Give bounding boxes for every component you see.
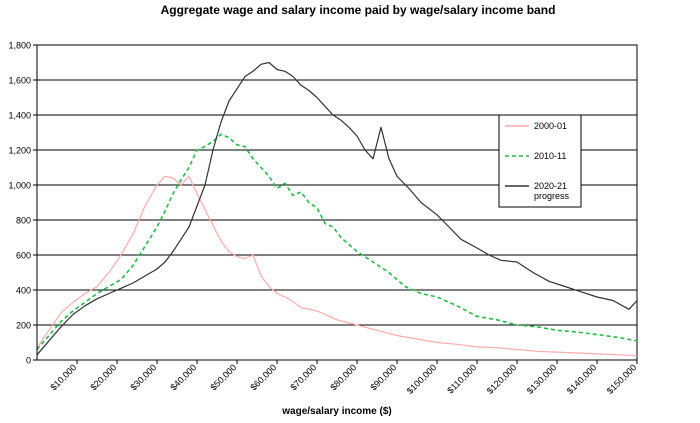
x-axis-label: wage/salary income ($): [281, 406, 392, 417]
y-axis-ticks: 0 200 400 600 800 1,000 1,200 1,400 1,600 1,800: [8, 41, 37, 366]
legend-label-1: 2010-11: [534, 151, 566, 161]
x-tick-label: $20,000: [88, 362, 118, 392]
y-tick-label: 800: [16, 216, 31, 226]
legend-label-2: 2020-21 progress: [534, 181, 570, 201]
x-tick-label: $40,000: [168, 362, 198, 392]
x-tick-label: $50,000: [208, 362, 238, 392]
y-tick-label: 1,000: [8, 181, 31, 191]
y-tick-label: 1,400: [8, 111, 31, 121]
x-tick-label: $110,000: [445, 362, 478, 395]
x-axis-ticks: $10,000 $20,000 $30,000 $40,000 $50,000 $60,0…: [48, 360, 638, 396]
y-tick-label: 600: [16, 251, 31, 261]
x-tick-label: $100,000: [405, 362, 439, 396]
y-tick-label: 1,800: [8, 41, 31, 51]
x-tick-label: $140,000: [565, 362, 599, 396]
y-tick-label: 0: [26, 356, 31, 366]
x-tick-label: $10,000: [48, 362, 78, 392]
y-tick-label: 400: [16, 286, 31, 296]
chart-title: Aggregate wage and salary income paid by…: [161, 3, 556, 17]
y-tick-label: 200: [16, 321, 31, 331]
x-tick-label: $130,000: [525, 362, 559, 396]
y-tick-label: 1,600: [8, 76, 31, 86]
x-tick-label: $120,000: [485, 362, 519, 396]
x-tick-label: $80,000: [328, 362, 358, 392]
x-tick-label: $60,000: [248, 362, 278, 392]
legend-box: [498, 114, 582, 208]
series-line-1: [36, 133, 638, 351]
series-layer: [36, 61, 638, 357]
legend-label-0: 2000-01: [534, 121, 567, 131]
series-line-0: [36, 175, 638, 357]
legend: 2000-01 2010-11 2020-21 progress: [498, 114, 582, 208]
x-tick-label: $90,000: [368, 362, 398, 392]
y-tick-label: 1,200: [8, 146, 31, 156]
series-line-2: [36, 61, 638, 356]
x-tick-label: $70,000: [288, 362, 318, 392]
x-tick-label: $150,000: [605, 362, 639, 396]
x-tick-label: $30,000: [128, 362, 158, 392]
